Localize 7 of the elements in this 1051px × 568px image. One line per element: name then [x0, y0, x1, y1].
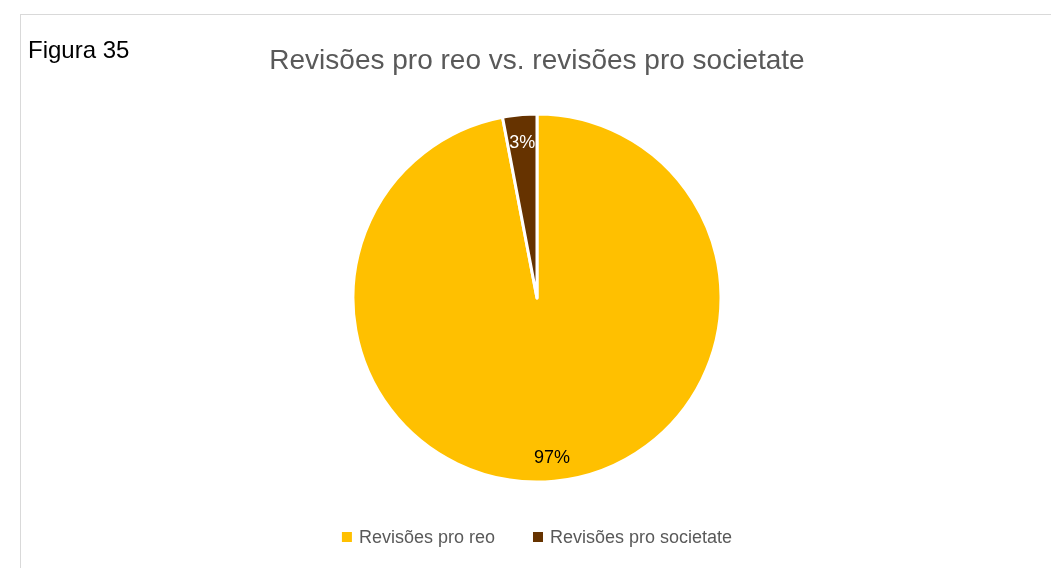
text: Figura 35 [28, 36, 130, 63]
data-label: 97% [534, 447, 571, 468]
legend-label: Revisões pro reo [358, 527, 495, 547]
pie-slice [351, 112, 723, 484]
chart-title: Revisões pro reo vs. revisões pro societate [269, 44, 805, 75]
legend-label: Revisões pro societate [549, 527, 733, 547]
data-label: 3% [509, 132, 536, 153]
